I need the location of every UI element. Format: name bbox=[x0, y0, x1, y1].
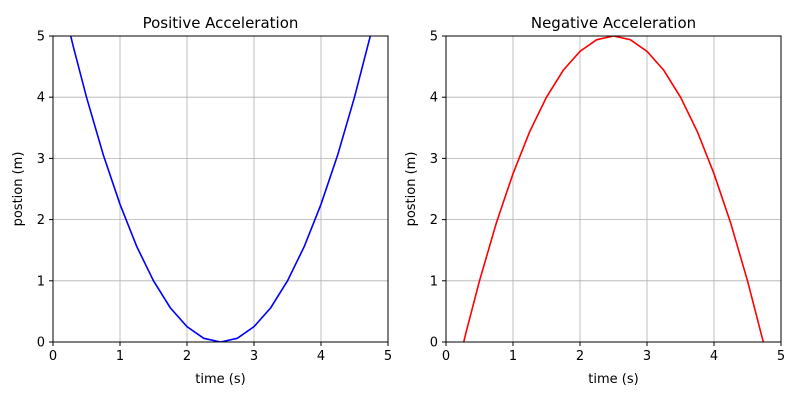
y-tick-label: 5 bbox=[37, 30, 45, 45]
x-tick-label: 2 bbox=[183, 349, 191, 364]
x-tick-label: 4 bbox=[710, 349, 718, 364]
series-line bbox=[462, 36, 765, 342]
y-tick-label: 2 bbox=[37, 213, 45, 228]
y-tick-label: 5 bbox=[430, 30, 438, 45]
x-axis-label: time (s) bbox=[195, 372, 245, 387]
y-axis-label: postion (m) bbox=[404, 152, 419, 227]
chart-panel-2: 0 1 2 3 4 5 0 1 2 3 4 5 Negative Acceleration time (s… bbox=[404, 14, 785, 387]
chart-title: Positive Acceleration bbox=[143, 14, 299, 32]
y-tick-label: 1 bbox=[37, 274, 45, 289]
x-axis-label: time (s) bbox=[588, 372, 638, 387]
y-tick-label: 4 bbox=[37, 91, 45, 106]
y-tick-label: 4 bbox=[430, 91, 438, 106]
y-tick-label: 1 bbox=[430, 274, 438, 289]
x-tick-label: 4 bbox=[317, 349, 325, 364]
x-tick-label: 3 bbox=[250, 349, 258, 364]
plot-frame bbox=[52, 35, 389, 343]
y-tick-label: 3 bbox=[430, 152, 438, 167]
y-axis-label: postion (m) bbox=[11, 152, 26, 227]
y-tick-label: 0 bbox=[430, 336, 438, 351]
x-tick-label: 0 bbox=[442, 349, 450, 364]
x-tick-label: 0 bbox=[49, 349, 57, 364]
x-tick-label: 5 bbox=[384, 349, 392, 364]
x-tick-label: 1 bbox=[509, 349, 517, 364]
x-tick-label: 3 bbox=[643, 349, 651, 364]
x-tick-label: 1 bbox=[116, 349, 124, 364]
x-tick-label: 2 bbox=[576, 349, 584, 364]
y-tick-label: 0 bbox=[37, 336, 45, 351]
chart-title: Negative Acceleration bbox=[531, 14, 696, 32]
plot-frame bbox=[445, 35, 782, 343]
series-line bbox=[69, 36, 372, 342]
x-tick-label: 5 bbox=[777, 349, 785, 364]
y-tick-label: 2 bbox=[430, 213, 438, 228]
chart-panel-1: 0 1 2 3 4 5 0 1 2 3 4 5 Positive Acceleration time (s… bbox=[11, 14, 392, 387]
y-tick-label: 3 bbox=[37, 152, 45, 167]
